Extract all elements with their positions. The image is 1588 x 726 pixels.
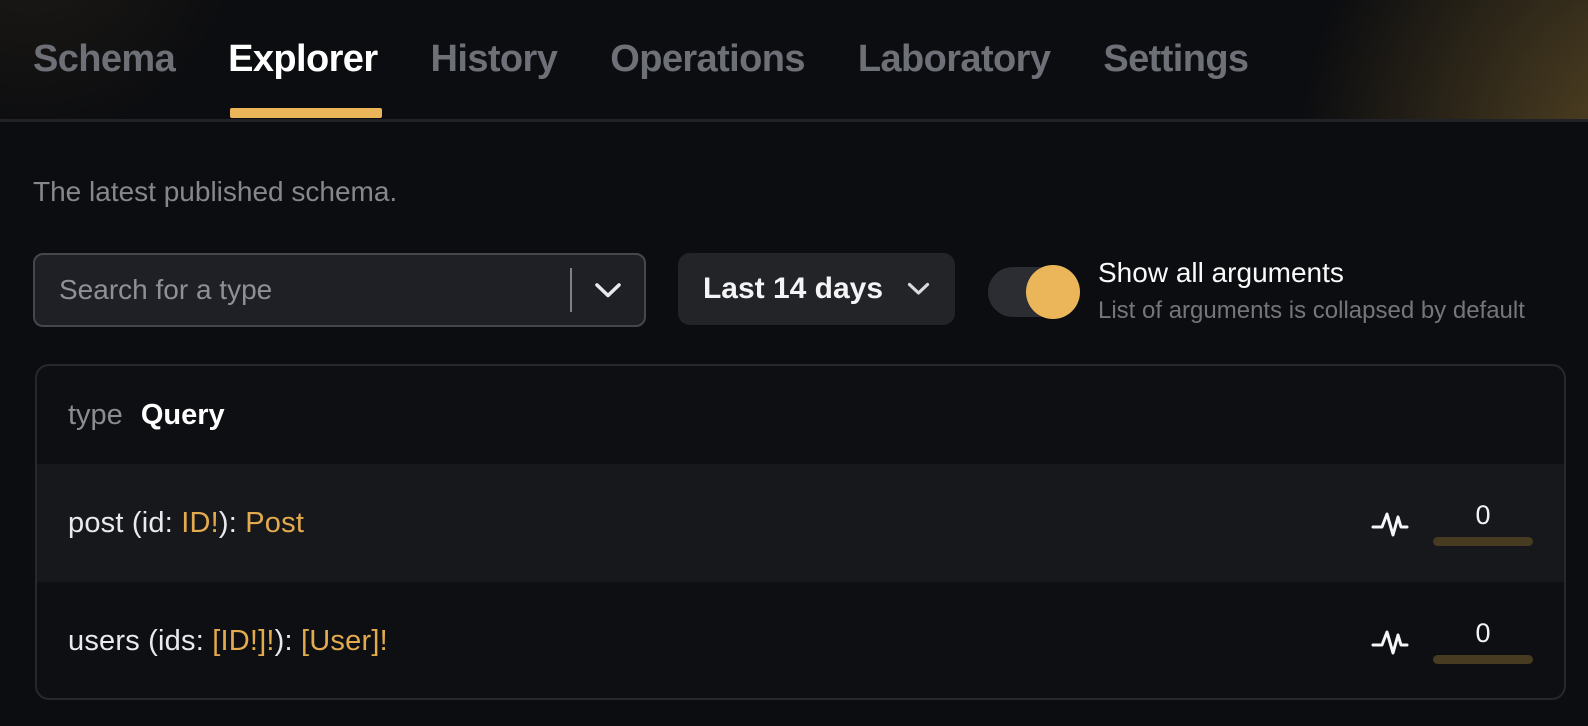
field-row-post[interactable]: post (id: ID!): Post 0 <box>37 464 1564 582</box>
tab-history[interactable]: History <box>430 38 558 80</box>
type-panel: type Query post (id: ID!): Post 0 users … <box>35 364 1566 700</box>
type-keyword: type <box>68 398 123 431</box>
show-all-arguments-toggle[interactable] <box>988 265 1080 319</box>
tab-operations[interactable]: Operations <box>610 38 805 80</box>
usage-bar <box>1433 536 1533 546</box>
usage-count: 0 <box>1475 499 1491 530</box>
field-usage-stats: 0 <box>1371 617 1533 664</box>
field-signature: post (id: ID!): Post <box>68 507 1371 540</box>
field-row-users[interactable]: users (ids: [ID!]!): [User]! 0 <box>37 582 1564 698</box>
period-dropdown-button[interactable]: Last 14 days <box>678 253 955 325</box>
header-tab-bar: Schema Explorer History Operations Labor… <box>0 0 1588 122</box>
type-link[interactable]: [ID!]! <box>212 624 275 657</box>
combobox-divider <box>570 268 572 312</box>
field-text: ): <box>218 506 246 539</box>
tab-laboratory[interactable]: Laboratory <box>857 38 1051 80</box>
activity-icon[interactable] <box>1371 626 1415 656</box>
field-signature: users (ids: [ID!]!): [User]! <box>68 625 1371 658</box>
type-link[interactable]: [User]! <box>301 624 388 657</box>
usage-metric: 0 <box>1433 617 1533 664</box>
type-search-dropdown-button[interactable] <box>572 255 644 325</box>
tabs: Schema Explorer History Operations Labor… <box>33 0 1249 119</box>
period-label: Last 14 days <box>702 272 884 305</box>
field-text: ): <box>274 624 302 657</box>
type-name: Query <box>140 398 225 431</box>
tab-settings[interactable]: Settings <box>1103 38 1249 80</box>
type-link[interactable]: ID! <box>181 506 219 539</box>
field-text: users (ids: <box>68 624 213 657</box>
type-panel-header: type Query <box>37 366 1564 464</box>
activity-icon[interactable] <box>1371 508 1415 538</box>
usage-metric: 0 <box>1433 499 1533 546</box>
usage-bar <box>1433 654 1533 664</box>
page-description: The latest published schema. <box>33 176 398 207</box>
usage-count: 0 <box>1475 617 1491 648</box>
type-search-input[interactable] <box>35 255 570 325</box>
tab-schema[interactable]: Schema <box>33 38 176 80</box>
field-usage-stats: 0 <box>1371 499 1533 546</box>
tab-explorer[interactable]: Explorer <box>228 0 382 119</box>
chevron-down-icon <box>594 282 622 299</box>
type-search-combobox <box>33 253 646 327</box>
chevron-down-icon <box>907 282 930 296</box>
field-text: post (id: <box>68 506 182 539</box>
toggle-knob <box>1026 265 1080 319</box>
toggle-description: List of arguments is collapsed by defaul… <box>1098 297 1525 324</box>
toggle-title: Show all arguments <box>1098 257 1344 288</box>
toggle-labels: Show all arguments List of arguments is … <box>1098 256 1525 326</box>
type-link[interactable]: Post <box>245 506 305 539</box>
